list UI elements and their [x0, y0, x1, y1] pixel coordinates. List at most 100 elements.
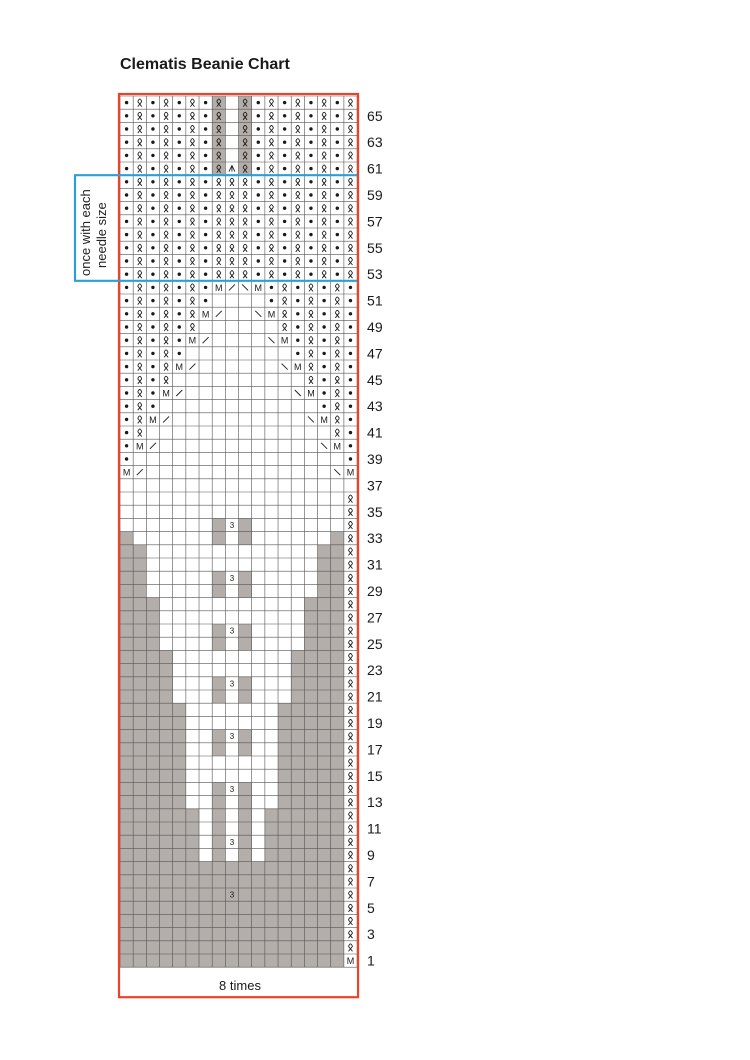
twisted-knit-symbol — [163, 309, 169, 319]
twisted-knit-symbol — [348, 639, 353, 649]
purl-dot — [309, 166, 313, 171]
purl-dot — [322, 298, 326, 303]
purl-dot — [309, 140, 313, 144]
twisted-knit-symbol — [348, 692, 353, 701]
shade-cell — [238, 914, 252, 928]
purl-dot — [177, 351, 181, 356]
make-one-symbol: M — [136, 441, 144, 451]
purl-dot — [124, 457, 129, 461]
purl-dot — [348, 417, 353, 422]
shade-cell — [212, 808, 226, 822]
twisted-knit-symbol — [269, 243, 274, 253]
twisted-knit-symbol — [163, 323, 169, 332]
purl-dot — [348, 312, 353, 316]
twisted-knit-symbol — [190, 257, 195, 266]
purl-dot — [282, 219, 287, 224]
purl-dot — [348, 298, 353, 303]
twisted-knit-symbol — [190, 204, 195, 213]
shade-cell — [278, 795, 344, 809]
twisted-knit-symbol — [348, 864, 353, 873]
purl-dot — [335, 219, 340, 224]
purl-dot — [322, 391, 326, 395]
twisted-knit-symbol — [321, 177, 327, 187]
purl-dot — [256, 180, 260, 184]
twisted-knit-symbol — [348, 890, 353, 899]
purl-dot — [151, 246, 155, 250]
purl-dot — [322, 378, 326, 382]
purl-dot — [203, 259, 208, 263]
twisted-knit-symbol — [348, 943, 353, 952]
purl-dot — [203, 285, 208, 290]
twisted-knit-symbol — [190, 164, 195, 173]
twisted-knit-symbol — [348, 270, 353, 279]
shade-cell — [120, 888, 213, 902]
twisted-knit-symbol — [216, 191, 222, 200]
twisted-knit-symbol — [190, 296, 195, 305]
twisted-knit-symbol — [348, 679, 353, 688]
purl-dot — [151, 325, 155, 329]
twisted-knit-symbol — [321, 98, 327, 107]
purl-dot — [124, 312, 129, 316]
purl-dot — [269, 298, 274, 303]
purl-dot — [124, 180, 129, 184]
twisted-knit-symbol — [190, 283, 195, 292]
twisted-knit-symbol — [348, 111, 353, 121]
three-from-one-symbol: 3 — [230, 891, 235, 900]
decrease-right-symbol — [202, 336, 209, 344]
purl-dot — [124, 100, 129, 105]
purl-dot — [151, 180, 155, 184]
row-number: 55 — [367, 240, 383, 256]
purl-dot — [177, 140, 181, 144]
twisted-knit-symbol — [348, 177, 353, 187]
twisted-knit-symbol — [163, 270, 169, 279]
purl-dot — [124, 219, 129, 224]
twisted-knit-symbol — [190, 125, 195, 134]
twisted-knit-symbol — [334, 415, 340, 424]
purl-dot — [282, 127, 287, 131]
twisted-knit-symbol — [137, 164, 143, 173]
twisted-knit-symbol — [137, 336, 143, 345]
purl-dot — [282, 272, 287, 276]
purl-dot — [124, 114, 129, 118]
row-number: 23 — [367, 662, 383, 678]
twisted-knit-symbol — [216, 270, 222, 279]
twisted-knit-symbol — [308, 296, 314, 305]
purl-dot — [124, 246, 129, 250]
twisted-knit-symbol — [163, 257, 169, 266]
shade-cell — [120, 531, 134, 545]
twisted-knit-symbol — [348, 930, 353, 939]
row-number: 31 — [367, 557, 383, 573]
decrease-left-symbol — [241, 284, 249, 291]
row-number: 45 — [367, 372, 383, 388]
shade-cell — [120, 861, 213, 875]
shade-cell — [212, 109, 226, 123]
decrease-left-symbol — [333, 468, 341, 476]
purl-dot — [203, 232, 208, 237]
purl-dot — [256, 272, 260, 276]
twisted-knit-symbol — [242, 191, 248, 200]
twisted-knit-symbol — [321, 257, 327, 266]
make-one-symbol: M — [347, 956, 355, 966]
purl-dot — [256, 259, 260, 263]
bracket-border — [73, 174, 358, 282]
twisted-knit-symbol — [334, 323, 340, 332]
make-one-symbol: M — [334, 441, 342, 451]
row-number: 7 — [367, 873, 375, 889]
purl-dot — [177, 153, 181, 158]
row-number: 13 — [367, 794, 383, 810]
twisted-knit-symbol — [348, 771, 353, 781]
twisted-knit-symbol — [163, 125, 169, 134]
make-one-symbol: M — [255, 283, 263, 293]
twisted-knit-symbol — [334, 402, 340, 411]
purl-dot — [124, 325, 129, 329]
shade-cell — [120, 703, 186, 717]
twisted-knit-symbol — [163, 138, 169, 147]
twisted-knit-symbol — [269, 98, 274, 107]
row-number: 1 — [367, 953, 375, 969]
purl-dot — [309, 259, 313, 263]
twisted-knit-symbol — [282, 323, 288, 332]
shade-cell — [120, 716, 186, 730]
purl-dot — [348, 338, 353, 342]
decrease-right-symbol — [175, 389, 183, 397]
